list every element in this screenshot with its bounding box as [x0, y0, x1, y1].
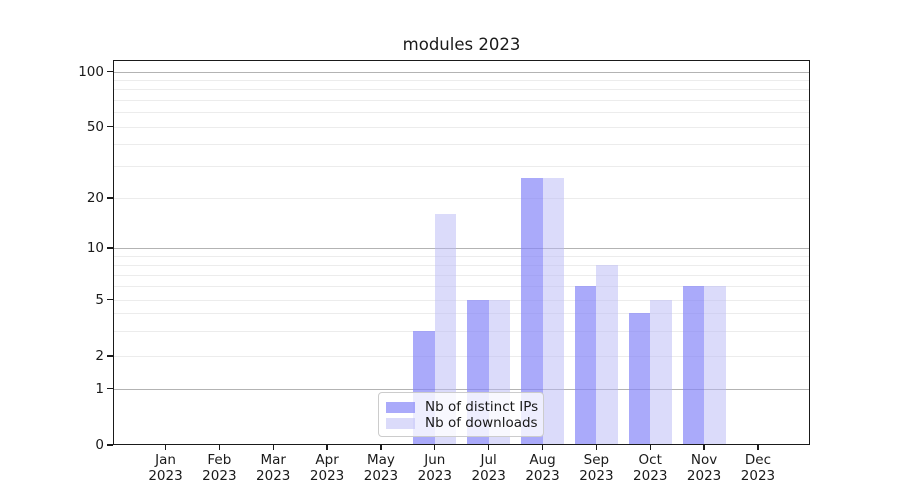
gridline-minor-4 — [113, 313, 810, 315]
bar-sep-distinct-ips — [574, 285, 597, 445]
x-tick-label-may: May 2023 — [363, 452, 399, 484]
x-tick-mark-feb — [218, 445, 221, 450]
gridline-minor-70 — [113, 99, 810, 101]
y-tick-mark-5 — [107, 298, 113, 301]
x-tick-label-sep: Sep 2023 — [579, 452, 614, 484]
legend: Nb of distinct IPs Nb of downloads — [378, 392, 544, 437]
gridline-minor-8 — [113, 264, 810, 266]
bar-nov-distinct-ips — [682, 285, 705, 445]
x-tick-mark-mar — [272, 445, 274, 450]
x-tick-label-aug: Aug 2023 — [525, 452, 560, 484]
y-tick-mark-0 — [107, 444, 113, 446]
chart-title: modules 2023 — [402, 35, 521, 54]
x-tick-label-jun: Jun 2023 — [417, 452, 452, 484]
gridline-minor-7 — [113, 274, 810, 276]
x-tick-label-feb: Feb 2023 — [202, 452, 237, 484]
x-tick-mark-may — [380, 445, 382, 450]
x-tick-label-jan: Jan 2023 — [148, 452, 183, 484]
gridline-minor-5 — [113, 299, 810, 301]
x-tick-mark-sep — [595, 445, 598, 450]
y-tick-label-0: 0 — [95, 437, 104, 453]
bar-oct-distinct-ips — [628, 313, 651, 445]
gridline-major-10 — [113, 248, 810, 249]
y-tick-label-20: 20 — [86, 190, 104, 206]
gridline-major-1 — [113, 388, 810, 390]
y-tick-label-100: 100 — [78, 63, 104, 80]
legend-row-distinct-ips: Nb of distinct IPs — [386, 399, 539, 415]
gridline-minor-80 — [113, 89, 810, 91]
x-tick-mark-jun — [434, 445, 436, 450]
gridline-minor-60 — [113, 112, 810, 114]
x-tick-label-apr: Apr 2023 — [309, 452, 345, 484]
y-tick-label-1: 1 — [95, 380, 104, 397]
x-tick-mark-dec — [757, 445, 759, 450]
gridline-minor-2 — [113, 356, 810, 357]
x-tick-mark-oct — [649, 445, 651, 450]
y-tick-mark-50 — [107, 125, 113, 128]
x-tick-label-jul: Jul 2023 — [471, 452, 506, 484]
bar-jun-downloads — [434, 214, 457, 445]
y-tick-label-50: 50 — [86, 118, 104, 135]
legend-row-downloads: Nb of downloads — [386, 415, 538, 431]
legend-swatch-downloads — [386, 417, 415, 429]
y-tick-mark-100 — [107, 70, 113, 73]
x-tick-mark-jul — [487, 445, 490, 450]
bar-oct-downloads — [650, 299, 672, 445]
gridline-minor-50 — [113, 126, 810, 128]
gridline-minor-30 — [113, 166, 810, 168]
x-tick-mark-jan — [164, 445, 167, 450]
y-tick-mark-1 — [107, 387, 113, 390]
y-tick-mark-2 — [107, 355, 113, 357]
x-tick-label-dec: Dec 2023 — [740, 452, 776, 484]
gridline-minor-90 — [113, 79, 810, 81]
x-tick-mark-apr — [326, 445, 328, 450]
y-tick-label-2: 2 — [95, 348, 104, 364]
gridline-minor-3 — [113, 330, 810, 332]
bar-sep-downloads — [596, 264, 618, 445]
x-tick-label-nov: Nov 2023 — [686, 452, 722, 484]
bar-aug-distinct-ips — [521, 177, 543, 445]
legend-label-downloads: Nb of downloads — [425, 415, 538, 431]
gridline-minor-6 — [113, 285, 810, 287]
legend-swatch-distinct-ips — [386, 401, 415, 413]
x-tick-mark-nov — [703, 445, 705, 450]
bar-nov-downloads — [704, 285, 726, 445]
y-tick-mark-10 — [107, 247, 113, 249]
x-tick-mark-aug — [541, 445, 544, 450]
gridline-minor-9 — [113, 255, 810, 257]
gridline-major-100 — [113, 71, 810, 73]
y-tick-label-5: 5 — [95, 291, 104, 308]
gridline-minor-20 — [113, 198, 810, 199]
y-tick-mark-20 — [107, 197, 113, 199]
plot-area — [113, 60, 810, 445]
x-tick-label-mar: Mar 2023 — [256, 452, 291, 484]
legend-label-distinct-ips: Nb of distinct IPs — [425, 399, 539, 415]
gridline-minor-40 — [113, 143, 810, 145]
y-tick-label-10: 10 — [86, 240, 104, 256]
bar-aug-downloads — [542, 177, 565, 445]
x-tick-label-oct: Oct 2023 — [633, 452, 668, 484]
